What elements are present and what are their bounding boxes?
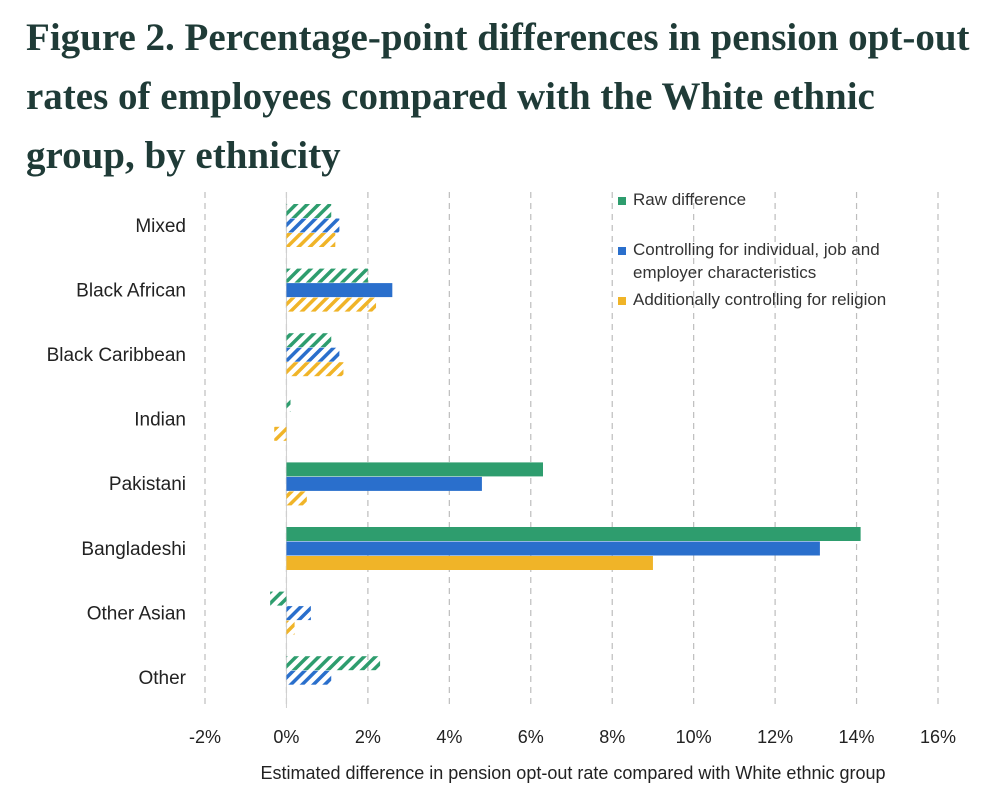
x-tick-label: 6% bbox=[518, 727, 544, 747]
bar bbox=[286, 233, 336, 247]
x-tick-label: 10% bbox=[676, 727, 712, 747]
bar bbox=[286, 527, 861, 541]
category-label: Mixed bbox=[135, 216, 186, 237]
x-axis-title: Estimated difference in pension opt-out … bbox=[260, 763, 885, 783]
category-label: Other bbox=[138, 668, 186, 689]
bar bbox=[286, 347, 340, 362]
category-labels: Mixed Black African Black Caribbean Indian P… bbox=[47, 216, 187, 689]
category-label: Bangladeshi bbox=[81, 539, 186, 560]
category-label: Indian bbox=[134, 410, 186, 431]
legend-label: Controlling for individual, job and bbox=[633, 240, 880, 259]
bar bbox=[286, 606, 311, 621]
bar bbox=[286, 333, 332, 348]
x-tick-label: 8% bbox=[599, 727, 625, 747]
x-tick-label: 12% bbox=[757, 727, 793, 747]
bar bbox=[286, 362, 344, 377]
legend: Raw difference Controlling for individual… bbox=[618, 190, 886, 309]
bar bbox=[286, 620, 295, 635]
bar bbox=[286, 283, 393, 298]
category-label: Other Asian bbox=[87, 603, 186, 624]
bar bbox=[286, 541, 820, 556]
x-axis-ticks: -2% 0% 2% 4% 6% 8% 10% 12% 14% 16% bbox=[189, 727, 956, 747]
x-tick-label: 4% bbox=[436, 727, 462, 747]
bar bbox=[286, 656, 381, 671]
bar bbox=[286, 670, 332, 685]
x-tick-label: 2% bbox=[355, 727, 381, 747]
category-label: Black Caribbean bbox=[47, 345, 186, 366]
bar bbox=[286, 297, 377, 312]
legend-label: Additionally controlling for religion bbox=[633, 290, 886, 309]
legend-swatch bbox=[618, 247, 626, 255]
bar bbox=[286, 462, 543, 477]
bar bbox=[274, 426, 287, 441]
bar bbox=[286, 218, 340, 233]
bar bbox=[286, 491, 307, 506]
x-tick-label: 16% bbox=[920, 727, 956, 747]
bars bbox=[270, 204, 861, 685]
category-label: Black African bbox=[76, 280, 186, 301]
x-tick-label: 14% bbox=[839, 727, 875, 747]
legend-label: employer characteristics bbox=[633, 263, 816, 282]
bar bbox=[286, 476, 482, 491]
bar bbox=[286, 204, 332, 218]
x-tick-label: 0% bbox=[273, 727, 299, 747]
legend-swatch bbox=[618, 197, 626, 205]
legend-swatch bbox=[618, 297, 626, 305]
bar bbox=[286, 268, 368, 283]
legend-label: Raw difference bbox=[633, 190, 746, 209]
x-tick-label: -2% bbox=[189, 727, 221, 747]
bar bbox=[286, 556, 653, 570]
bar bbox=[286, 397, 291, 412]
figure-title: Figure 2. Percentage-point differences i… bbox=[26, 16, 970, 177]
category-label: Pakistani bbox=[109, 474, 186, 495]
bar bbox=[270, 591, 287, 606]
